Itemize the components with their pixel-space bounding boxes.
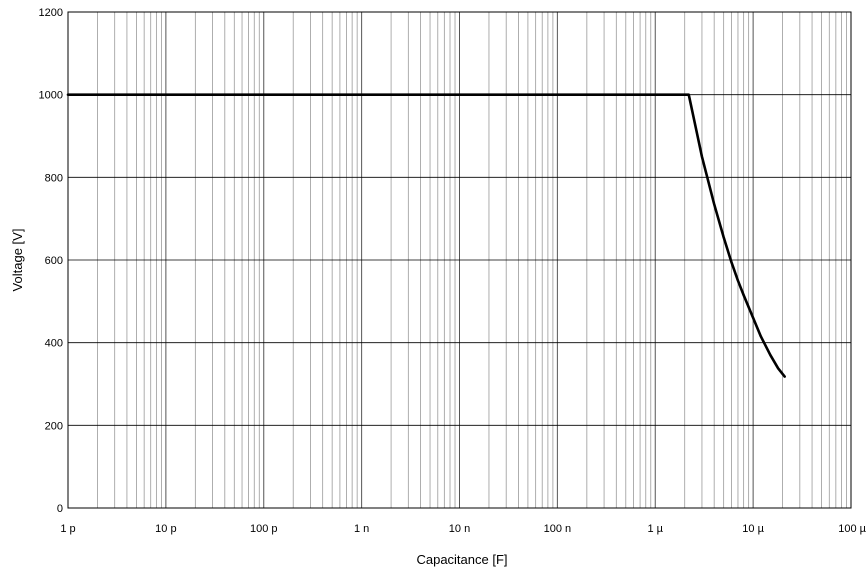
y-tick-label: 1200 — [39, 7, 63, 19]
x-tick-label: 1 n — [354, 523, 369, 535]
x-tick-label: 10 p — [155, 523, 176, 535]
y-tick-label: 600 — [45, 255, 63, 267]
x-tick-label: 10 n — [449, 523, 470, 535]
x-tick-label: 10 µ — [742, 523, 764, 535]
x-axis-title: Capacitance [F] — [416, 552, 507, 567]
y-tick-label: 0 — [57, 503, 63, 515]
y-tick-label: 800 — [45, 172, 63, 184]
x-tick-labels: 1 p 10 p 100 p 1 n 10 n 100 n 1 µ 10 µ 100 µ — [60, 523, 866, 535]
plot-area-frame — [67, 11, 852, 509]
y-tick-label: 200 — [45, 420, 63, 432]
y-tick-label: 400 — [45, 338, 63, 350]
x-tick-label: 1 µ — [647, 523, 663, 535]
x-tick-label: 100 n — [544, 523, 572, 535]
y-tick-label: 1000 — [39, 90, 63, 102]
x-tick-label: 100 µ — [838, 523, 866, 535]
x-tick-label: 100 p — [250, 523, 278, 535]
y-tick-labels: 0 200 400 600 800 1000 1200 — [39, 7, 63, 515]
y-axis-title: Voltage [V] — [10, 229, 25, 292]
series-line — [66, 93, 786, 378]
x-tick-label: 1 p — [60, 523, 75, 535]
series-layer — [66, 93, 786, 378]
major-grid — [67, 11, 852, 509]
